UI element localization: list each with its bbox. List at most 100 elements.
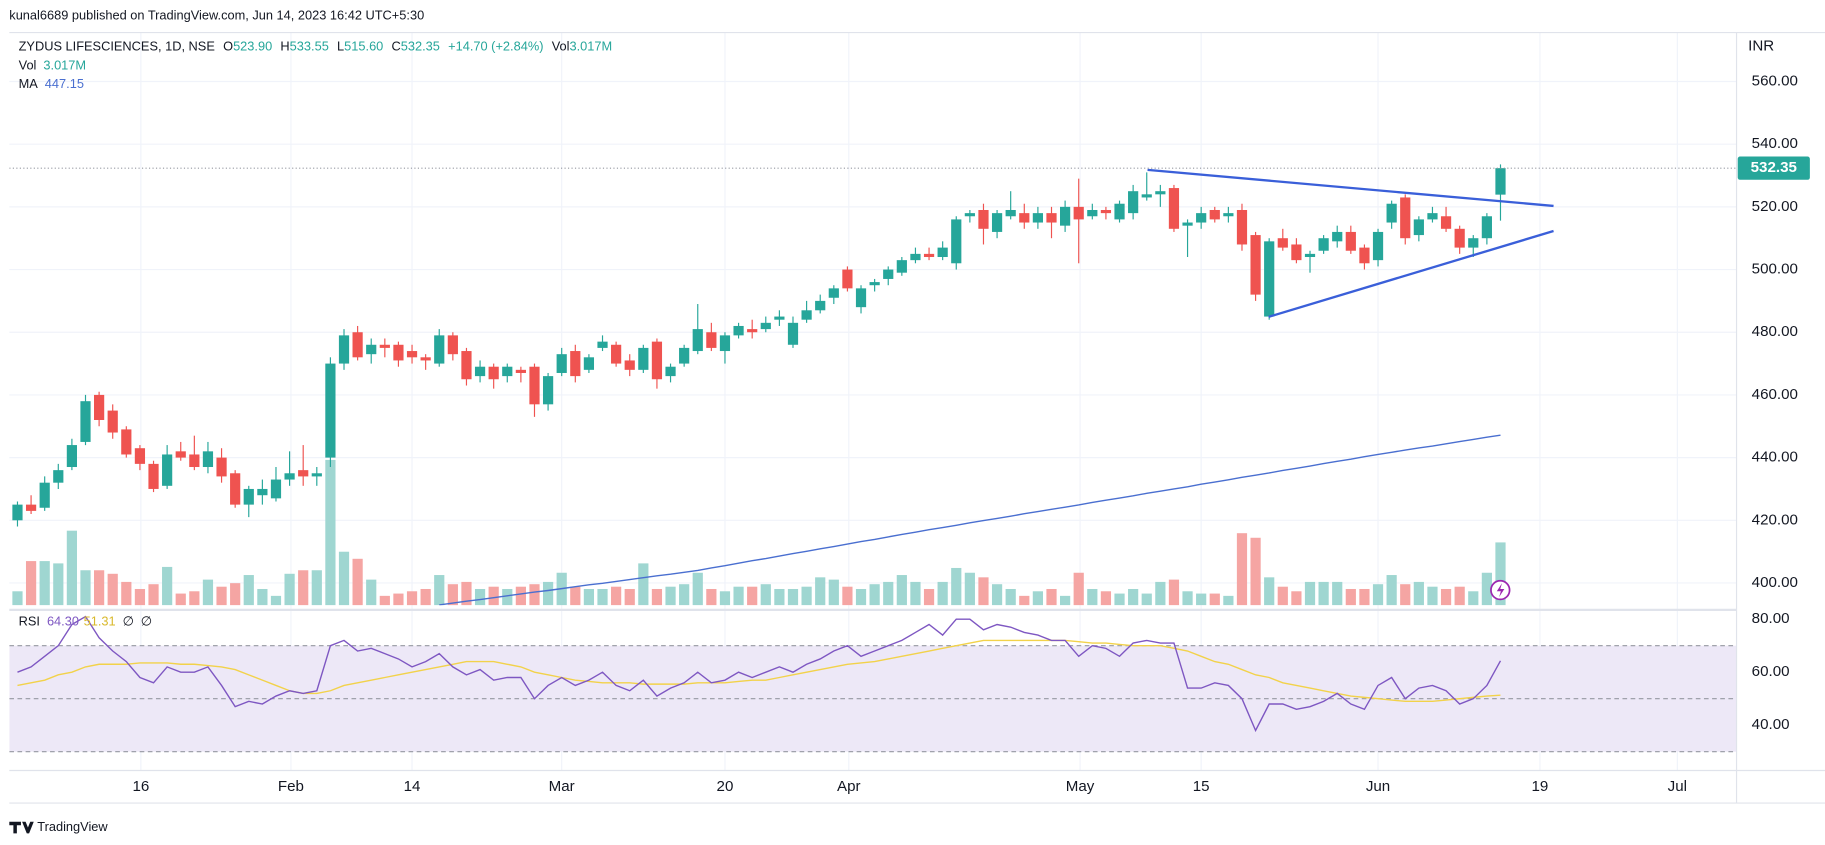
ohlc-value: 533.55: [290, 39, 329, 54]
volume-bar: [134, 588, 146, 606]
volume-bar: [937, 581, 948, 606]
volume-bar: [665, 586, 676, 606]
rsi-legend: RSI 64.30 51.31 ∅ ∅: [19, 614, 152, 629]
volume-bar: [270, 595, 282, 606]
volume-value: 3.017M: [569, 39, 612, 54]
candle-body: [896, 260, 907, 273]
volume-bar: [529, 584, 540, 606]
candle-body: [1250, 235, 1261, 295]
volume-bar: [1128, 588, 1139, 606]
candle-body: [815, 300, 826, 311]
candle-body: [638, 347, 649, 370]
candle-body: [1196, 213, 1207, 223]
volume-bar: [1209, 593, 1220, 606]
volume-bar: [1168, 579, 1180, 606]
rsi-ma-line: [17, 639, 1501, 703]
volume-bar: [515, 586, 526, 606]
rsi-legend-value: ∅: [123, 614, 134, 629]
ohlc-label: H: [280, 39, 289, 54]
candle-body: [1046, 213, 1057, 223]
volume-bar: [325, 459, 336, 606]
y-tick-label: 460.00: [1752, 386, 1798, 403]
ma-legend-value: 447.15: [45, 76, 84, 91]
ohlc-value: 515.60: [344, 39, 383, 54]
candle-body: [1168, 188, 1180, 229]
volume-bar: [406, 591, 418, 606]
x-tick-label: Mar: [549, 778, 575, 795]
volume-bar: [1495, 542, 1506, 606]
candle-body: [216, 457, 227, 477]
volume-bar: [1454, 586, 1465, 606]
alert-bolt[interactable]: [1496, 583, 1505, 598]
rsi-legend-value: 51.31: [84, 614, 116, 629]
candle-body: [1209, 209, 1220, 220]
candle-body: [760, 322, 771, 330]
x-tick-label: Jun: [1366, 778, 1390, 795]
volume-bar: [12, 591, 23, 606]
candle-body: [1386, 203, 1397, 223]
volume-bar: [869, 584, 880, 606]
y-tick-label: 400.00: [1752, 574, 1798, 591]
ohlc-label: O: [223, 39, 233, 54]
candle-body: [502, 366, 513, 377]
candle-body: [175, 451, 186, 458]
candle-body: [542, 376, 554, 405]
candle-body: [1454, 228, 1465, 248]
x-tick-label: 20: [717, 778, 734, 795]
candle-body: [298, 470, 309, 477]
volume-bar: [298, 570, 309, 606]
rsi-line: [17, 615, 1502, 733]
volume-bar: [719, 591, 731, 606]
volume-bar: [162, 566, 173, 606]
candle-body: [66, 445, 77, 468]
volume-bar: [787, 588, 799, 606]
volume-bar: [352, 558, 363, 606]
ohlc-value: 523.90: [233, 39, 272, 54]
volume-bar: [1114, 593, 1125, 606]
candle-body: [1182, 222, 1193, 226]
candle-body: [189, 454, 200, 468]
candle-body: [923, 253, 935, 258]
candle-body: [230, 473, 241, 505]
candle-body: [624, 360, 635, 370]
volume-bar: [1386, 575, 1397, 606]
candle-body: [719, 335, 731, 352]
volume-bar: [855, 588, 867, 606]
rsi-legend-label: RSI: [19, 614, 40, 629]
volume-bar: [1277, 586, 1288, 606]
candle-body: [474, 366, 486, 377]
candle-body: [1019, 213, 1030, 223]
alert-icon[interactable]: [1490, 579, 1511, 601]
candle-body: [420, 357, 431, 361]
last-price-tag: [1737, 156, 1810, 180]
change: +14.70 (+2.84%): [448, 39, 543, 54]
candle-body: [1304, 253, 1316, 258]
candle-body: [828, 288, 839, 298]
volume-bar: [175, 593, 186, 606]
candle-body: [325, 363, 336, 458]
volume-bar: [815, 577, 826, 606]
candle-body: [692, 329, 703, 352]
volume-bar: [583, 588, 595, 606]
rsi-legend-value: 64.30: [47, 614, 79, 629]
volume-bar: [1236, 533, 1248, 606]
volume-label: Vol: [552, 39, 570, 54]
x-tick-label: 16: [132, 778, 149, 795]
x-tick-label: Apr: [837, 778, 861, 795]
candle-body: [1032, 213, 1043, 223]
candle-body: [1318, 238, 1329, 251]
volume-bar: [1291, 591, 1302, 606]
candle-body: [284, 473, 295, 480]
candle-body: [1141, 194, 1152, 198]
rsi-tick-label: 40.00: [1752, 716, 1790, 733]
header: ZYDUS LIFESCIENCES, 1D, NSE O523.90 H533…: [19, 39, 613, 54]
candle-body: [733, 325, 744, 336]
volume-bar: [216, 586, 227, 606]
footer-logo: TradingView: [9, 819, 108, 834]
y-tick-label: 560.00: [1752, 72, 1798, 89]
volume-bar: [774, 588, 785, 606]
candle-body: [257, 488, 268, 496]
volume-bar: [202, 579, 214, 606]
y-tick-label: 480.00: [1752, 323, 1798, 340]
